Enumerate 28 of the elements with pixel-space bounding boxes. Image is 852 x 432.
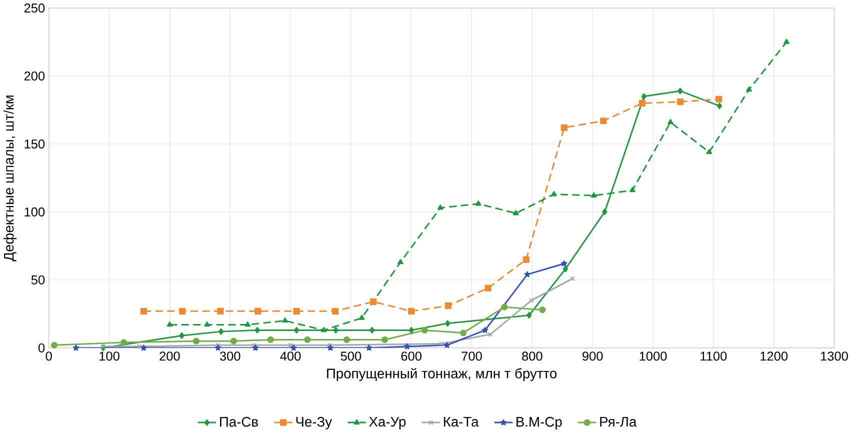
- x-tick-label: 700: [462, 351, 482, 360]
- legend-label: В.М-Ср: [516, 416, 562, 430]
- legend-label: Ря-Ла: [600, 416, 637, 426]
- x-tick-label: 900: [582, 351, 603, 360]
- x-tick-label: 1100: [700, 351, 727, 360]
- legend-label: Ка-Та: [444, 416, 479, 426]
- x-tick-label: 800: [522, 351, 542, 360]
- legend-label: Че-Зу: [296, 416, 332, 430]
- x-tick-label: 100: [100, 351, 120, 360]
- y-tick-label: 0: [38, 343, 45, 352]
- y-tick-label: 50: [31, 275, 45, 284]
- x-tick-label: 400: [280, 351, 301, 360]
- y-tick-label: 100: [24, 207, 45, 216]
- x-tick-label: 1000: [640, 351, 667, 360]
- x-tick-label: 1200: [760, 351, 788, 360]
- x-tick-label: 300: [220, 351, 240, 360]
- x-tick-label: 200: [160, 351, 180, 360]
- legend-label: Па-Св: [220, 416, 258, 426]
- x-tick-label: 600: [401, 351, 422, 360]
- legend-label: Ха-Ур: [369, 416, 406, 430]
- y-tick-label: 250: [24, 3, 45, 12]
- y-axis-title: Дефектные шпалы, шт/км: [4, 95, 16, 262]
- x-tick-label: 500: [340, 351, 362, 360]
- y-tick-label: 150: [24, 139, 45, 148]
- x-tick-label: 0: [46, 351, 52, 360]
- x-tick-label: 1300: [820, 351, 848, 360]
- x-axis-title: Пропущенный тоннаж, млн т брутто: [327, 368, 557, 381]
- y-tick-label: 200: [24, 71, 45, 80]
